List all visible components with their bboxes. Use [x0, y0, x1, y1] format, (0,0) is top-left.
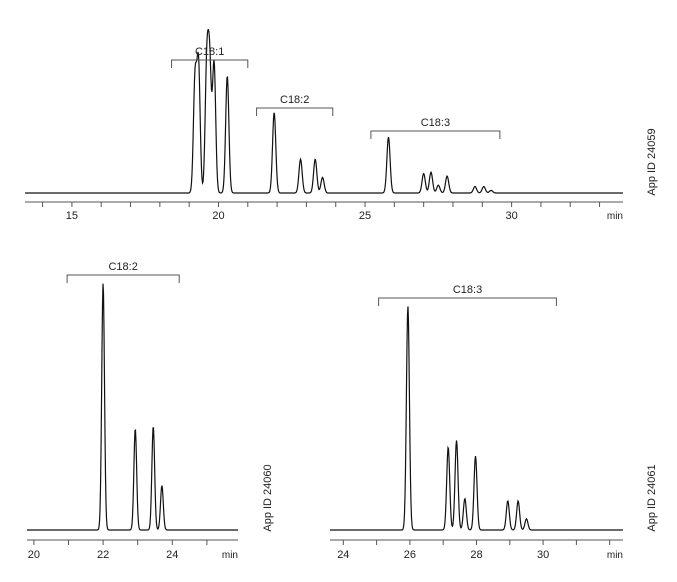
peak	[445, 174, 449, 178]
group-label: C18:2	[280, 94, 309, 106]
peak	[101, 281, 105, 285]
peak	[133, 427, 137, 431]
x-tick-label: 26	[404, 549, 416, 561]
chart-panel-2: 20 22 24 min C18:2 App ID 24060	[27, 261, 274, 561]
peak	[474, 454, 478, 458]
x-tick-label: 30	[537, 549, 549, 561]
x-axis-unit-label: min	[222, 550, 238, 561]
x-tick-label: 22	[97, 549, 109, 561]
group-bracket	[66, 274, 180, 283]
x-axis-unit-label: min	[607, 550, 623, 561]
x-tick-label: 25	[359, 210, 371, 222]
peak	[321, 175, 325, 179]
chart-panel-3: 24 26 28 30 min C18:3 App ID 24061	[330, 284, 658, 561]
peak	[446, 445, 450, 449]
peak	[160, 484, 164, 488]
group-bracket	[378, 297, 557, 306]
group-bracket	[370, 130, 501, 139]
chromatogram-trace	[330, 306, 623, 531]
peak	[516, 499, 520, 503]
app-id-label: App ID 24060	[262, 464, 274, 531]
peak	[429, 170, 433, 174]
peak	[193, 78, 197, 82]
peak	[212, 61, 216, 65]
chromatogram-trace	[25, 29, 623, 194]
peak	[482, 185, 486, 189]
peak	[436, 183, 440, 187]
peak	[524, 517, 528, 521]
group-label: C18:2	[108, 261, 137, 273]
chromatogram-trace	[27, 283, 238, 531]
app-id-label: App ID 24061	[646, 464, 658, 531]
peak	[463, 497, 467, 501]
peak	[489, 188, 493, 192]
peak	[422, 172, 426, 176]
group-bracket	[171, 59, 249, 68]
peak	[406, 304, 410, 308]
group-label: C18:3	[421, 117, 450, 129]
peak	[386, 135, 390, 139]
peak	[151, 424, 155, 428]
x-tick-label: 15	[66, 210, 78, 222]
chart-panel-1: 15 20 25 30 min C18:1 C18:2 C18:3 App ID 24059	[25, 29, 658, 222]
peak	[455, 438, 459, 442]
app-id-label: App ID 24059	[646, 128, 658, 195]
x-tick-label: 28	[470, 549, 482, 561]
x-tick-label: 24	[166, 549, 178, 561]
peak	[473, 185, 477, 189]
x-tick-label: 24	[337, 549, 349, 561]
x-tick-label: 30	[505, 210, 517, 222]
peak	[299, 157, 303, 161]
peak	[225, 74, 229, 78]
group-label: C18:3	[453, 284, 482, 296]
peak	[313, 157, 317, 161]
peak	[506, 499, 510, 503]
peak	[208, 68, 212, 72]
x-axis-unit-label: min	[607, 211, 623, 222]
group-label: C18:1	[195, 46, 224, 58]
x-tick-label: 20	[212, 210, 224, 222]
x-tick-label: 20	[28, 549, 40, 561]
group-bracket	[256, 107, 334, 116]
peak	[272, 110, 276, 114]
peak	[197, 64, 201, 68]
